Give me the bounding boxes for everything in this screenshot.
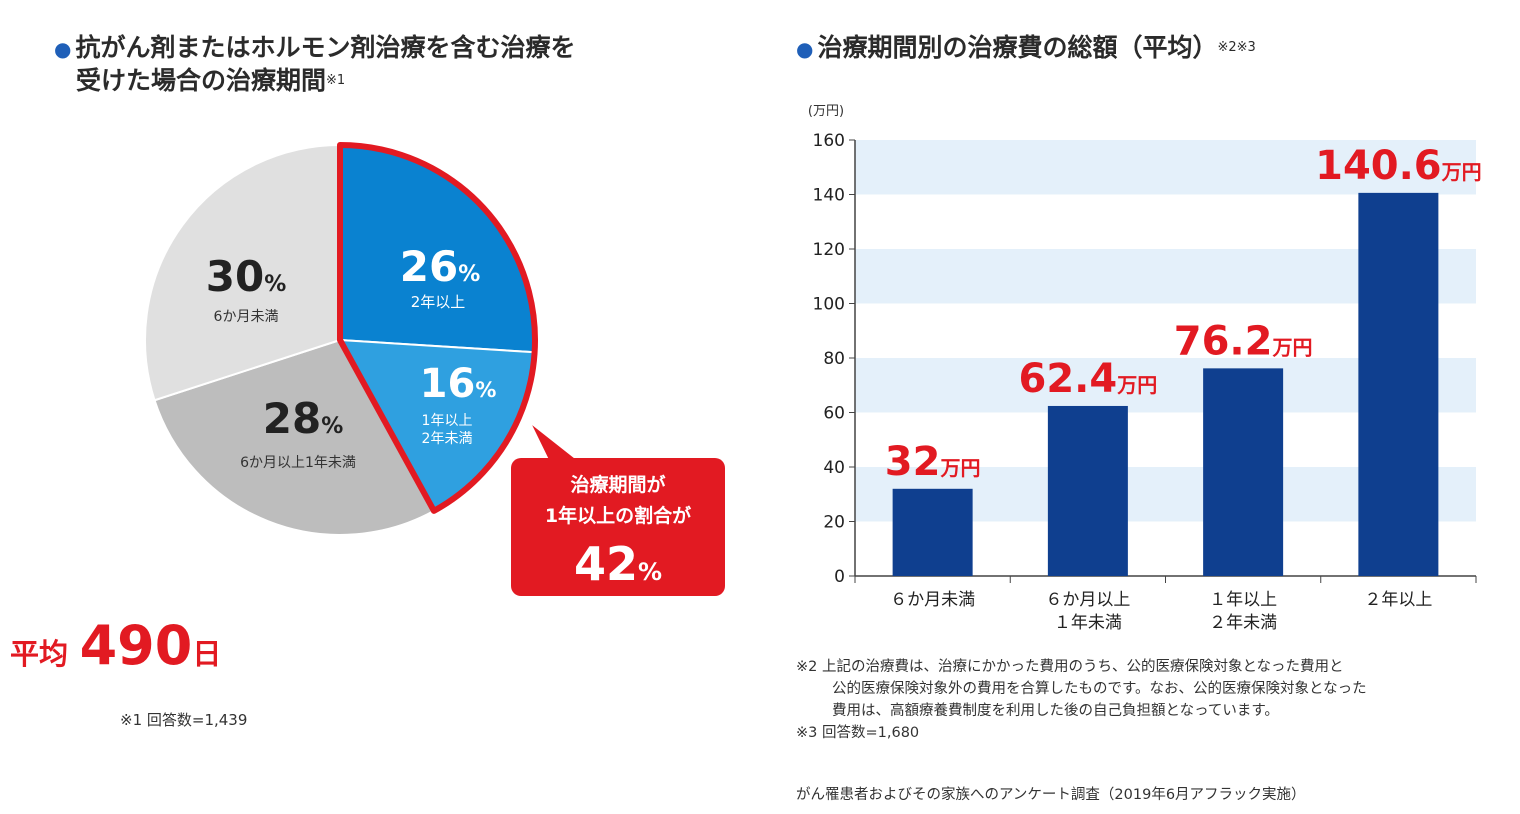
slice-6m-label: 6か月未満 bbox=[214, 309, 279, 325]
pie-chart: 26% 2年以上 16% 1年以上 2年未満 28% 6か月以上1年未満 30%… bbox=[144, 142, 725, 596]
y-tick-label: 160 bbox=[813, 131, 845, 151]
callout-box bbox=[511, 458, 725, 596]
bar-title-footmark: ※2※3 bbox=[1217, 40, 1256, 55]
bar-value-label: 140.6万円 bbox=[1315, 143, 1482, 189]
slice-6m-1y-label: 6か月以上1年未満 bbox=[240, 455, 356, 471]
callout-value-label: 42% bbox=[574, 537, 662, 591]
slice-6m-unit: % bbox=[264, 272, 286, 297]
pie-title-line1: 抗がん剤またはホルモン剤治療を含む治療を bbox=[75, 33, 576, 62]
pie-title-line2: 受けた場合の治療期間 bbox=[76, 66, 327, 95]
slice-2y-value-label: 26% bbox=[400, 242, 481, 291]
bar-title-text: 治療期間別の治療費の総額（平均） bbox=[817, 33, 1218, 62]
x-tick-label-line2: ２年未満 bbox=[1209, 613, 1277, 633]
y-tick-label: 100 bbox=[813, 295, 845, 315]
slice-6m-value-label: 30% bbox=[206, 252, 287, 301]
x-tick-label: ６か月以上 bbox=[1045, 590, 1130, 610]
slice-2y-unit: % bbox=[458, 262, 480, 287]
bar-chart-title: ● 治療期間別の治療費の総額（平均）※2※3 bbox=[796, 32, 1256, 65]
y-tick-label: 140 bbox=[813, 186, 845, 206]
slice-6m-1y-value-label: 28% bbox=[263, 394, 344, 443]
bar-value-unit: 万円 bbox=[939, 456, 980, 480]
bar-value-label: 76.2万円 bbox=[1174, 318, 1313, 364]
slice-6m-1y-value: 28 bbox=[263, 394, 321, 443]
pie-slice-6m bbox=[144, 143, 341, 402]
slice-2y-value: 26 bbox=[400, 242, 458, 291]
slice-6m-1y-unit: % bbox=[321, 414, 343, 439]
bar bbox=[1358, 192, 1439, 577]
footnote-2-line1: ※2 上記の治療費は、治療にかかった費用のうち、公的医療保険対象となった費用と bbox=[796, 659, 1344, 675]
bar-value-label: 32万円 bbox=[885, 439, 981, 485]
bar-value-label: 62.4万円 bbox=[1019, 356, 1158, 402]
slice-2y-label: 2年以上 bbox=[411, 293, 466, 311]
y-tick-labels: 0 20 40 60 80 100 120 140 160 bbox=[813, 131, 845, 587]
bullet-dot-icon: ● bbox=[54, 37, 72, 61]
bar bbox=[1203, 368, 1284, 576]
bar bbox=[1047, 405, 1128, 576]
y-tick-label: 40 bbox=[823, 458, 845, 478]
slice-1-2y-value-label: 16% bbox=[420, 361, 497, 407]
slice-6m-value: 30 bbox=[206, 252, 264, 301]
x-tick-label: ６か月未満 bbox=[890, 590, 975, 610]
slice-1-2y-label-line1: 1年以上 bbox=[422, 413, 473, 429]
bars bbox=[892, 192, 1439, 577]
y-axis-unit-label: (万円) bbox=[808, 104, 844, 119]
average-value: 490 bbox=[79, 614, 193, 677]
bullet-dot-icon: ● bbox=[796, 37, 814, 61]
footnote-2-line3: 費用は、高額療養費制度を利用した後の自己負担額となっています。 bbox=[832, 703, 1279, 719]
highlight-outline bbox=[337, 142, 538, 514]
bar-value-number: 32 bbox=[885, 439, 941, 485]
x-tick-label-line2: １年未満 bbox=[1054, 613, 1122, 633]
y-tick-label: 80 bbox=[823, 349, 845, 369]
pie-title-footmark: ※1 bbox=[326, 73, 346, 88]
footnote-3: ※3 回答数=1,680 bbox=[796, 725, 920, 741]
bar bbox=[892, 488, 973, 576]
callout-value: 42 bbox=[574, 537, 638, 591]
bar-value-unit: 万円 bbox=[1271, 335, 1312, 359]
callout-line1: 治療期間が bbox=[570, 473, 665, 496]
callout-line2: 1年以上の割合が bbox=[545, 504, 691, 527]
y-tick-label: 0 bbox=[834, 567, 845, 587]
grid-band bbox=[855, 140, 1476, 195]
y-tick-label: 60 bbox=[823, 404, 845, 424]
bar-value-number: 140.6 bbox=[1315, 143, 1442, 189]
x-tick-labels: ６か月未満 ６か月以上 １年未満 １年以上 ２年未満 ２年以上 bbox=[890, 590, 1432, 633]
left-footnote: ※1 回答数=1,439 bbox=[120, 711, 248, 729]
bar-value-unit: 万円 bbox=[1116, 373, 1157, 397]
x-tick-label: １年以上 bbox=[1209, 590, 1277, 610]
slice-1-2y-value: 16 bbox=[420, 361, 476, 407]
bar-footnotes: ※2 上記の治療費は、治療にかかった費用のうち、公的医療保険対象となった費用と … bbox=[796, 656, 1367, 744]
y-tick-label: 20 bbox=[823, 513, 845, 533]
slice-1-2y-label-line2: 2年未満 bbox=[422, 431, 473, 447]
bar-value-number: 76.2 bbox=[1174, 318, 1273, 364]
x-tick-label: ２年以上 bbox=[1364, 590, 1432, 610]
average-days: 平均 490日 bbox=[10, 614, 221, 677]
source-note: がん罹患者およびその家族へのアンケート調査（2019年6月アフラック実施） bbox=[796, 787, 1306, 803]
average-label: 平均 bbox=[10, 637, 69, 671]
pie-chart-title: ● 抗がん剤またはホルモン剤治療を含む治療を 受けた場合の治療期間※1 bbox=[54, 32, 575, 97]
footnote-2-line2: 公的医療保険対象外の費用を合算したものです。なお、公的医療保険対象となった bbox=[832, 681, 1367, 697]
bar-value-number: 62.4 bbox=[1019, 356, 1118, 402]
y-tick-label: 120 bbox=[813, 240, 845, 260]
callout-unit: % bbox=[638, 558, 662, 586]
slice-1-2y-unit: % bbox=[475, 378, 496, 402]
bar-value-unit: 万円 bbox=[1441, 160, 1482, 184]
average-unit: 日 bbox=[192, 637, 222, 671]
